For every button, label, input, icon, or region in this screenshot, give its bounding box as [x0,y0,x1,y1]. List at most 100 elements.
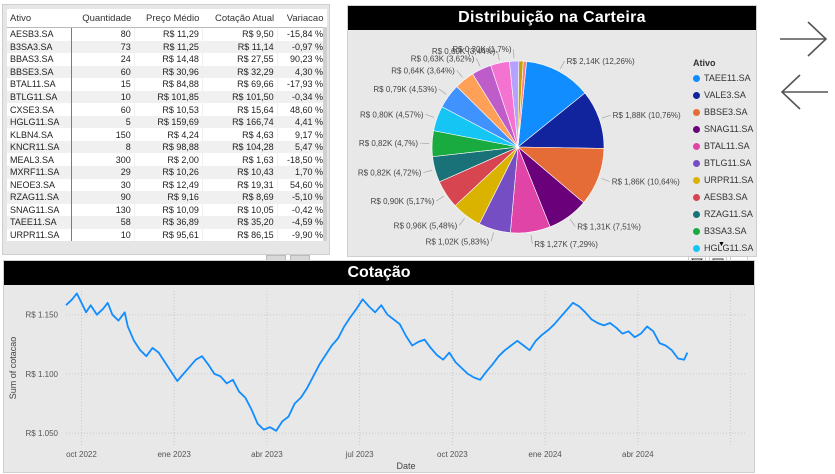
legend-item[interactable]: URPR11.SA [693,172,753,189]
legend-label: SNAG11.SA [704,121,753,138]
table-cell: -9,90 % [277,229,326,242]
x-tick-label: oct 2022 [66,450,97,459]
legend-item[interactable]: BBSE3.SA [693,104,753,121]
column-header-1[interactable]: Quantidade [71,9,134,28]
table-cell: 15 [71,78,134,91]
y-axis-title: Sum of cotacao [8,337,18,400]
pie-data-label: R$ 0,82K (4,7%) [359,139,418,148]
pie-leader-line [491,233,493,242]
table-cell: CXSE3.SA [7,103,71,116]
pie-data-label: R$ 0,82K (4,72%) [358,169,422,178]
table-cell: 80 [71,28,134,41]
legend-title: Ativo [693,58,753,68]
pie-data-label: R$ 1,02K (5,83%) [426,237,490,246]
table-cell: 90 [71,191,134,204]
table-cell: SNAG11.SA [7,204,71,217]
legend-item[interactable]: BTLG11.SA [693,155,753,172]
table-cell: R$ 10,09 [134,204,202,217]
table-scrollbar[interactable] [323,27,327,241]
table-cell: 300 [71,153,134,166]
table-cell: 48,60 % [277,103,326,116]
column-header-3[interactable]: Cotação Atual [202,9,277,28]
legend-label: BTLG11.SA [704,155,751,172]
table-cell: R$ 104,28 [202,141,277,154]
legend-scroll-down-icon[interactable]: ▼ [718,241,725,248]
arrow-right-icon[interactable] [778,19,830,59]
column-header-4[interactable]: Variacao [277,9,326,28]
table-cell: 130 [71,204,134,217]
legend-label: URPR11.SA [704,172,753,189]
table-cell: -5,10 % [277,191,326,204]
arrow-left-icon[interactable] [778,72,830,112]
legend-item[interactable]: TAEE11.SA [693,70,753,87]
y-tick-label: R$ 1.150 [26,311,59,320]
table-cell: MXRF11.SA [7,166,71,179]
table-cell: -4,59 % [277,216,326,229]
table-cell: 30 [71,179,134,192]
table-cell: R$ 9,50 [202,28,277,41]
table-cell: 4,30 % [277,66,326,79]
table-cell: 54,60 % [277,179,326,192]
legend-dot [693,143,700,150]
table-cell: R$ 19,31 [202,179,277,192]
table-cell: R$ 69,66 [202,78,277,91]
table-cell: BTLG11.SA [7,91,71,104]
legend-item[interactable]: B3SA3.SA [693,223,753,240]
table-cell: 10 [71,91,134,104]
pie-chart-title: Distribuição na Carteira [348,6,756,30]
legend-item[interactable]: RZAG11.SA [693,206,753,223]
table-cell: R$ 27,55 [202,53,277,66]
table-cell: R$ 101,85 [134,91,202,104]
table-cell: -0,42 % [277,204,326,217]
pie-data-label: R$ 1,27K (7,29%) [534,240,598,249]
table-cell: AESB3.SA [7,28,71,41]
x-tick-label: abr 2024 [622,450,654,459]
x-tick-label: oct 2023 [437,450,468,459]
column-header-2[interactable]: Preço Médio [134,9,202,28]
table-cell: 24 [71,53,134,66]
table-cell: R$ 4,63 [202,128,277,141]
table-cell: R$ 1,63 [202,153,277,166]
table-cell: -18,50 % [277,153,326,166]
legend-item[interactable]: BTAL11.SA [693,138,753,155]
legend-dot [693,211,700,218]
x-tick-label: ene 2024 [528,450,562,459]
legend-item[interactable]: SNAG11.SA [693,121,753,138]
legend-item[interactable]: AESB3.SA [693,189,753,206]
legend-item[interactable]: VALE3.SA [693,87,753,104]
pie-leader-line [459,218,464,225]
table-cell: 150 [71,128,134,141]
y-tick-label: R$ 1.050 [26,429,59,438]
table-cell: R$ 35,20 [202,216,277,229]
pie-data-label: R$ 0,80K (4,57%) [360,110,424,119]
table-cell: R$ 95,61 [134,229,202,242]
table-cell: R$ 30,96 [134,66,202,79]
pie-leader-line [531,235,532,244]
table-cell: R$ 10,53 [134,103,202,116]
column-header-0[interactable]: Ativo [7,9,71,28]
pie-leader-line [457,70,463,77]
table-cell: BTAL11.SA [7,78,71,91]
pie-data-label: R$ 1,88K (10,76%) [613,111,681,120]
